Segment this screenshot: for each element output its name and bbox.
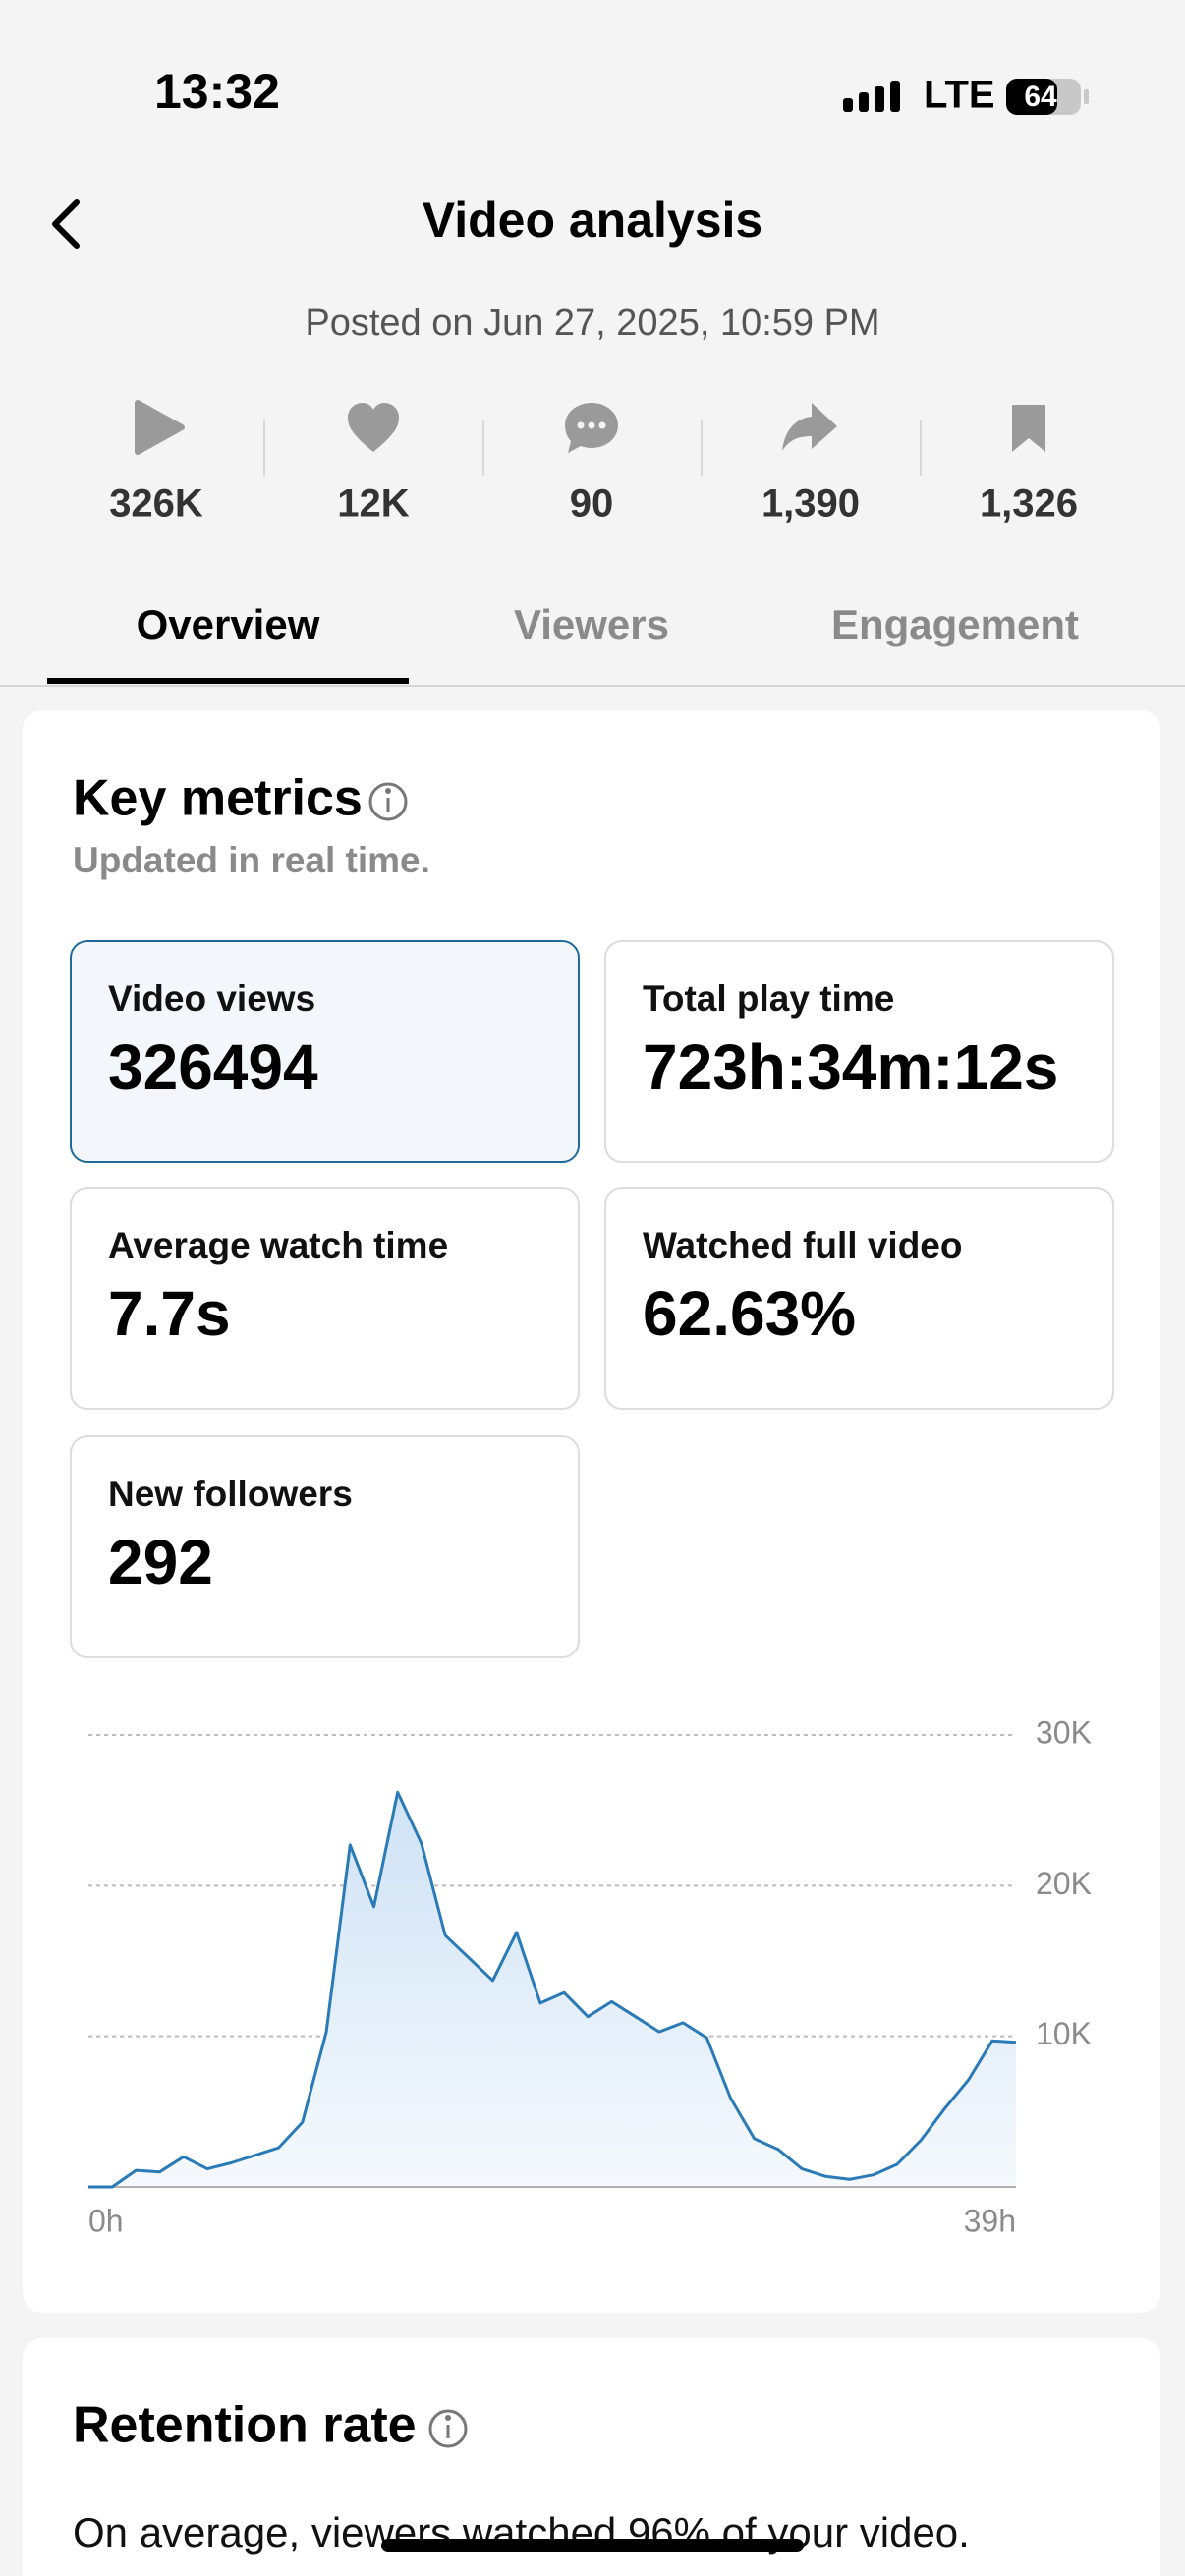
tab[interactable]: Overview [137,601,320,647]
info-icon[interactable] [368,782,408,821]
retention-card [23,2338,1160,2576]
metric-value: 7.7s [108,1278,231,1349]
posted-date: Posted on Jun 27, 2025, 10:59 PM [305,303,879,344]
metric-label: New followers [108,1474,353,1514]
chart: 10K 20K 30K 0h 39h [88,1714,1092,2238]
metric-label: Video views [108,979,315,1019]
x-tick-label: 39h [964,2203,1016,2238]
tab[interactable]: Viewers [514,601,669,647]
tab[interactable]: Engagement [831,601,1079,647]
metric-label: Total play time [643,979,894,1019]
metric-card[interactable] [604,1187,1114,1410]
retention-title: Retention rate [73,2397,417,2454]
y-tick-label: 20K [1036,1866,1092,1901]
play-icon [135,400,185,455]
stat-value: 12K [337,482,409,526]
metric-label: Watched full video [643,1225,962,1265]
metric-value: 292 [108,1527,213,1597]
area-fill [88,1792,1016,2187]
metric-value: 326494 [108,1032,318,1102]
status-network: LTE [924,74,995,117]
metric-card[interactable] [604,940,1114,1163]
metric-card[interactable] [70,1187,580,1410]
retention-info-icon[interactable] [428,2409,468,2448]
line [88,1790,1017,2189]
metric-value: 723h:34m:12s [643,1032,1058,1102]
metric-label: Average watch time [108,1225,448,1265]
stat-icons [135,400,1045,455]
y-tick-label: 10K [1036,2016,1092,2051]
stat-separators [263,420,922,476]
back-button[interactable] [52,199,80,249]
metric-card[interactable] [70,940,580,1163]
share-icon [782,403,837,451]
signal-icon [843,81,900,112]
page-title: Video analysis [423,193,762,248]
card-title: Key metrics [73,770,363,827]
like-icon [348,403,399,452]
home-indicator [381,2539,804,2552]
status-time: 13:32 [154,64,280,119]
y-tick-label: 30K [1036,1714,1092,1750]
save-icon [1012,405,1045,452]
battery-level: 64 [1024,81,1057,113]
battery-icon [1006,79,1089,115]
stat-value: 1,390 [762,482,860,526]
tab-indicator [47,678,409,684]
stat-value: 1,326 [980,482,1078,526]
metric-value: 62.63% [643,1278,856,1349]
card-subtitle: Updated in real time. [73,840,430,880]
metric-card[interactable] [70,1435,580,1658]
stat-value: 326K [109,482,203,526]
stat-value: 90 [570,482,614,526]
x-tick-label: 0h [88,2203,124,2238]
